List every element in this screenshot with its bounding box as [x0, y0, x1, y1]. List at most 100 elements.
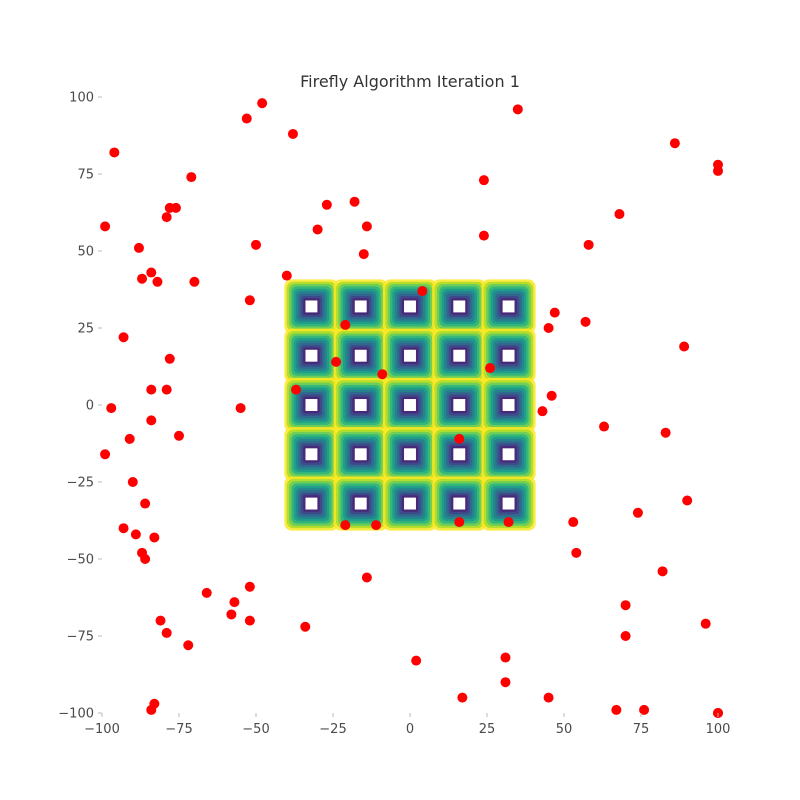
firefly-point [100, 221, 111, 232]
firefly-point [620, 600, 631, 611]
firefly-point [478, 175, 489, 186]
contour-blob-0-2 [382, 279, 438, 334]
firefly-point [543, 692, 554, 703]
firefly-point [146, 267, 157, 278]
firefly-point [300, 621, 311, 632]
firefly-point [611, 704, 622, 715]
contour-core [305, 349, 318, 362]
firefly-point [485, 363, 496, 374]
firefly-point [512, 104, 523, 115]
contour-blob-0-3 [432, 279, 487, 334]
y-tick-label: −50 [67, 553, 94, 568]
firefly-point [682, 495, 693, 506]
contour-core [453, 300, 466, 313]
firefly-point [137, 273, 148, 284]
firefly-point [349, 196, 360, 207]
firefly-point [632, 507, 643, 518]
firefly-point [146, 415, 157, 426]
firefly-point [109, 147, 120, 158]
contour-blob-4-3 [432, 476, 487, 531]
firefly-point [118, 332, 129, 343]
y-tick-label: −25 [67, 476, 94, 491]
contour-core [354, 300, 367, 313]
contour-core [305, 448, 318, 461]
firefly-point [331, 356, 342, 367]
contour-blob-3-1 [333, 427, 388, 482]
contour-core [502, 300, 515, 313]
firefly-point [140, 554, 151, 564]
firefly-point [189, 276, 200, 287]
firefly-point [669, 138, 680, 149]
y-tick-label: 0 [86, 399, 94, 414]
firefly-point [340, 319, 351, 330]
contour-core [305, 399, 318, 411]
contour-blob-1-4 [481, 328, 536, 383]
y-tick-label: 50 [77, 245, 94, 260]
firefly-point [417, 286, 428, 297]
firefly-point [361, 221, 372, 232]
firefly-point [241, 113, 252, 124]
x-tick-label: 50 [556, 722, 573, 737]
firefly-point [106, 403, 117, 414]
contour-blob-4-4 [481, 476, 536, 531]
firefly-point [146, 704, 157, 715]
contour-core [502, 448, 515, 461]
contour-blob-1-2 [382, 328, 438, 383]
contour-blob-4-0 [284, 476, 339, 531]
firefly-point [340, 520, 351, 531]
chart-title: Firefly Algorithm Iteration 1 [300, 72, 520, 91]
contour-field [284, 279, 536, 531]
contour-blob-3-2 [382, 427, 438, 482]
firefly-point [358, 249, 369, 260]
y-tick-label: 75 [77, 168, 94, 183]
firefly-point [130, 529, 141, 540]
firefly-point [174, 430, 184, 441]
contour-core [502, 399, 515, 411]
firefly-point [170, 202, 181, 213]
x-tick-label: −25 [319, 722, 346, 737]
firefly-point [361, 572, 372, 583]
firefly-point [660, 427, 671, 438]
firefly-point [146, 384, 157, 395]
firefly-point [201, 587, 212, 598]
x-tick-label: −75 [165, 722, 192, 737]
contour-core [305, 300, 318, 313]
contour-blob-3-0 [284, 427, 339, 482]
y-tick-label: −75 [67, 630, 94, 645]
firefly-point [620, 631, 631, 641]
firefly-point [580, 316, 591, 327]
firefly-point [549, 307, 560, 318]
contour-core [305, 497, 318, 510]
x-tick-label: 100 [706, 722, 731, 737]
firefly-point [164, 353, 175, 364]
x-tick-label: 75 [633, 722, 650, 737]
firefly-point [127, 477, 138, 487]
contour-blob-4-1 [333, 476, 388, 531]
firefly-point [546, 390, 557, 401]
contour-core [404, 448, 416, 461]
firefly-point [287, 128, 298, 139]
firefly-point [152, 276, 163, 287]
contour-blob-2-3 [432, 377, 487, 433]
firefly-point [100, 449, 111, 460]
firefly-point [155, 615, 166, 626]
firefly-point [291, 384, 302, 395]
firefly-point [281, 270, 292, 281]
firefly-point [679, 341, 690, 352]
contour-core [502, 349, 515, 362]
contour-blob-4-2 [382, 476, 438, 531]
contour-core [404, 399, 416, 411]
firefly-point [257, 98, 268, 109]
contour-core [453, 448, 466, 461]
firefly-point [244, 615, 255, 626]
firefly-point [235, 403, 246, 414]
firefly-point [713, 165, 723, 176]
contour-core [354, 349, 367, 362]
firefly-point [503, 517, 514, 528]
y-axis-ticks: −100 −75 −50 −25 0 25 50 75 100 [58, 91, 102, 722]
firefly-point [161, 384, 172, 395]
contour-blob-2-0 [284, 377, 339, 433]
contour-blob-3-4 [481, 427, 536, 482]
firefly-point [133, 242, 144, 253]
contour-core [354, 448, 367, 461]
